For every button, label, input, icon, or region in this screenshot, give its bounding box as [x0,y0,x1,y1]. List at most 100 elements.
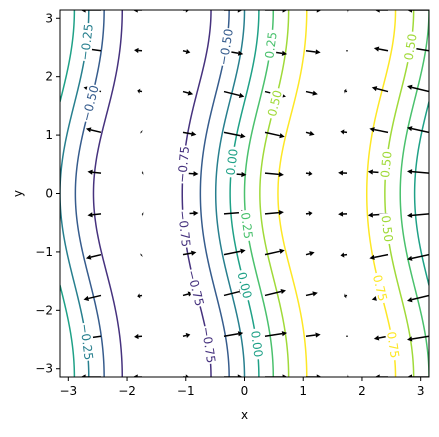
quiver-arrow [306,251,315,256]
contour-label: 0.50 [378,213,396,245]
quiver-arrow [134,48,142,53]
quiver-arrow [183,333,190,338]
svg-text:0.50: 0.50 [378,215,395,243]
svg-text:−0.50: −0.50 [216,28,236,67]
y-tick-label: 3 [45,11,53,25]
svg-text:−0.75: −0.75 [175,210,193,248]
contour-line-1 [75,10,229,377]
y-tick-label: 2 [45,70,53,84]
contour-line-5 [260,10,414,377]
quiver-arrow [338,170,347,175]
quiver-arrow [137,293,142,298]
quiver-arrow [142,212,143,217]
quiver-arrow [407,126,429,132]
quiver-arrow [183,90,193,95]
svg-text:−0.75: −0.75 [184,268,206,307]
quiver-arrow [346,335,348,337]
svg-text:0.50: 0.50 [378,150,395,178]
quiver-arrow [38,169,60,174]
quiver-arrow [344,293,347,298]
svg-text:0.00: 0.00 [248,330,265,358]
quiver-arrow [265,331,287,336]
quiver-arrow [38,85,60,92]
contour-label: −0.50 [79,83,102,123]
contour-label: −0.75 [175,209,193,248]
quiver-arrow [38,336,60,341]
quiver-arrow [340,129,347,134]
quiver-arrow [86,255,101,260]
quiver-arrow [407,255,429,261]
quiver-arrow [86,127,101,132]
svg-text:−0.50: −0.50 [79,84,101,123]
x-axis-label: x [241,408,248,422]
contour-label: −0.75 [175,145,192,184]
quiver-arrow [84,295,101,301]
svg-text:0.50: 0.50 [402,33,420,62]
y-tick-label: −3 [35,362,53,376]
x-tick-label: −2 [118,384,136,398]
quiver-arrow [137,89,142,94]
svg-text:0.75: 0.75 [384,331,402,360]
contour-label: 0.00 [223,146,241,178]
y-tick-label: 0 [45,187,53,201]
svg-text:0.00: 0.00 [224,148,241,176]
quiver-arrow [372,86,388,91]
svg-text:−0.25: −0.25 [77,323,96,361]
quiver-arrow [346,50,348,52]
quiver-arrow [140,253,143,257]
quiver-arrow [338,211,347,216]
svg-text:0.25: 0.25 [262,31,279,59]
contour-label: 0.00 [234,269,255,302]
contour-label: 0.25 [262,29,280,61]
y-tick-label: −1 [35,245,53,259]
quiver-arrow [306,91,318,96]
svg-text:−0.25: −0.25 [78,23,96,61]
quiver-arrow [134,334,142,339]
quiver-arrow [306,291,318,296]
contour-label: 0.25 [238,209,256,241]
quiver-arrows [38,7,429,379]
quiver-arrow [265,289,286,295]
svg-text:0.00: 0.00 [234,271,254,300]
quiver-arrow [374,46,388,51]
contour-label: 0.00 [248,328,266,360]
quiver-arrow [265,210,284,215]
quiver-arrow [224,249,246,255]
quiver-arrow [183,49,190,54]
contour-label: 0.75 [384,329,402,362]
quiver-arrow [265,249,285,255]
contour-label: −0.75 [199,325,219,365]
svg-text:0.50: 0.50 [265,89,285,118]
contour-line-6 [278,10,396,377]
contour-label: −0.25 [78,22,96,61]
contour-label: −0.25 [77,322,96,361]
quiver-arrow [183,251,196,256]
x-tick-label: 2 [358,384,366,398]
quiver-arrow [140,130,143,134]
contour-label: −0.50 [216,27,236,67]
quiver-arrow [38,45,60,50]
contour-label: −0.75 [184,268,207,308]
quiver-arrow [407,169,429,174]
quiver-arrow [407,213,429,218]
contour-line-4 [245,10,430,377]
quiver-arrow [224,92,244,98]
quiver-arrow [306,332,321,337]
quiver-arrow [142,170,143,175]
svg-text:0.75: 0.75 [370,273,390,302]
quiver-arrow [38,213,60,218]
x-tick-label: 1 [299,384,307,398]
quiver-arrow [183,131,196,136]
quiver-arrow [38,295,60,302]
quiver-arrow [224,132,246,138]
contour-label: 0.50 [378,148,395,180]
svg-text:−0.75: −0.75 [175,145,192,183]
quiver-arrow [306,211,313,216]
quiver-arrow [340,252,347,257]
y-tick-label: −2 [35,303,53,317]
x-tick-label: −1 [177,384,195,398]
x-tick-label: 3 [417,384,425,398]
contour-lines [60,10,429,377]
